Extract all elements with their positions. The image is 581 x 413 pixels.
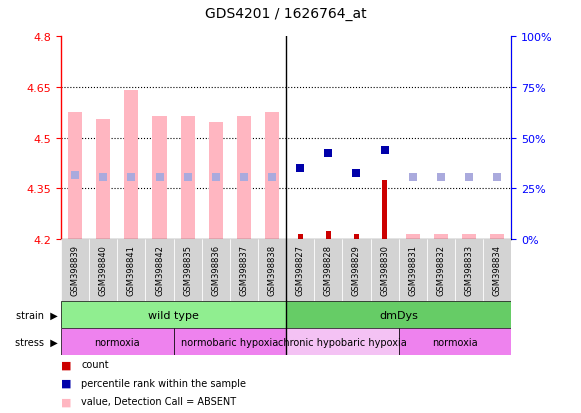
Text: ■: ■ [61,359,71,369]
Bar [61,240,89,301]
Bar [483,240,511,301]
Text: GSM398841: GSM398841 [127,244,136,295]
Text: GSM398833: GSM398833 [465,244,474,295]
Bar [371,240,399,301]
Bar [326,231,331,240]
Bar [399,240,427,301]
Bar [382,180,387,240]
Text: value, Detection Call = ABSENT: value, Detection Call = ABSENT [81,396,236,406]
Text: GSM398827: GSM398827 [296,244,304,295]
Bar [265,113,279,240]
Bar [314,240,342,301]
Bar [342,240,371,301]
Bar [117,240,145,301]
Text: GSM398832: GSM398832 [436,244,446,295]
Text: GDS4201 / 1626764_at: GDS4201 / 1626764_at [205,7,367,21]
Bar [354,235,359,240]
Bar [61,301,286,328]
Bar [230,240,258,301]
Bar [96,120,110,240]
Text: GSM398830: GSM398830 [380,244,389,295]
Text: chronic hypobaric hypoxia: chronic hypobaric hypoxia [278,337,407,347]
Bar [237,116,251,240]
Bar [286,301,511,328]
Text: percentile rank within the sample: percentile rank within the sample [81,378,246,388]
Bar [462,235,476,240]
Bar [89,240,117,301]
Bar [61,328,174,355]
Bar [174,328,286,355]
Bar [406,235,420,240]
Text: GSM398835: GSM398835 [183,244,192,295]
Text: GSM398834: GSM398834 [493,244,502,295]
Bar [68,113,82,240]
Bar [399,328,511,355]
Text: ■: ■ [61,378,71,388]
Text: normobaric hypoxia: normobaric hypoxia [181,337,278,347]
Text: normoxia: normoxia [95,337,140,347]
Bar [258,240,286,301]
Bar [286,328,399,355]
Bar [490,235,504,240]
Text: ■: ■ [61,396,71,406]
Text: GSM398831: GSM398831 [408,244,417,295]
Text: GSM398842: GSM398842 [155,244,164,295]
Text: strain  ▶: strain ▶ [16,310,58,320]
Text: dmDys: dmDys [379,310,418,320]
Bar [181,116,195,240]
Bar [286,240,314,301]
Text: GSM398839: GSM398839 [70,244,80,295]
Bar [124,91,138,240]
Text: stress  ▶: stress ▶ [15,337,58,347]
Bar [297,235,303,240]
Text: GSM398837: GSM398837 [239,244,249,295]
Text: normoxia: normoxia [432,337,478,347]
Bar [152,116,167,240]
Bar [209,123,223,240]
Text: GSM398829: GSM398829 [352,244,361,295]
Text: count: count [81,359,109,369]
Bar [427,240,455,301]
Bar [145,240,174,301]
Text: GSM398838: GSM398838 [268,244,277,295]
Text: GSM398828: GSM398828 [324,244,333,295]
Text: GSM398836: GSM398836 [211,244,220,295]
Bar [434,235,448,240]
Bar [202,240,230,301]
Text: wild type: wild type [148,310,199,320]
Text: GSM398840: GSM398840 [99,244,107,295]
Bar [174,240,202,301]
Bar [455,240,483,301]
